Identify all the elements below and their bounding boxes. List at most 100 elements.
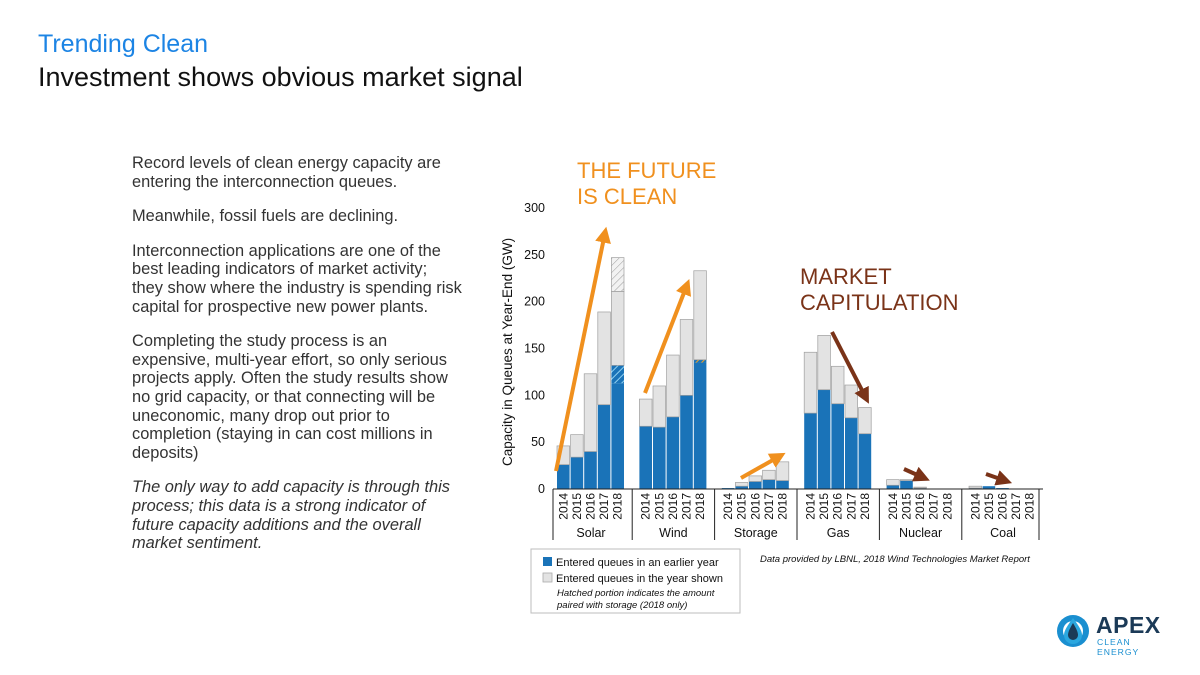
bar-gas-2018-earlier bbox=[858, 433, 872, 489]
bar-nuclear-2014-earlier bbox=[886, 485, 900, 489]
bar-solar-2016-earlier bbox=[584, 451, 597, 489]
y-axis-title: Capacity in Queues at Year-End (GW) bbox=[500, 238, 515, 466]
x-tick-label-coal-2016: 2016 bbox=[996, 493, 1010, 520]
group-label-gas: Gas bbox=[827, 526, 850, 540]
group-label-wind: Wind bbox=[659, 526, 688, 540]
bar-wind-2017-new bbox=[679, 319, 694, 396]
bar-wind-2018-earlier-storage bbox=[693, 359, 707, 363]
future-annotation-line1: THE FUTURE bbox=[577, 158, 716, 183]
paragraph-closing: The only way to add capacity is through … bbox=[132, 478, 450, 553]
storage-trend-arrow bbox=[740, 452, 786, 480]
bar-wind-2016-new bbox=[666, 354, 680, 418]
x-tick-label-solar-2017: 2017 bbox=[597, 493, 611, 520]
bar-wind-2018-earlier bbox=[693, 362, 707, 489]
x-tick-label-solar-2018: 2018 bbox=[611, 493, 625, 520]
x-tick-label-gas-2018: 2018 bbox=[858, 493, 872, 520]
y-tick-label-250: 250 bbox=[524, 248, 545, 262]
x-tick-label-solar-2016: 2016 bbox=[584, 493, 598, 520]
bar-storage-2016-earlier bbox=[749, 481, 762, 489]
logo-subtitle: CLEAN ENERGY bbox=[1097, 637, 1140, 657]
bar-solar-2018-earlier-storage bbox=[611, 365, 624, 384]
group-label-nuclear: Nuclear bbox=[899, 526, 942, 540]
x-tick-label-storage-2016: 2016 bbox=[748, 493, 762, 520]
paragraph-2: Meanwhile, fossil fuels are declining. bbox=[132, 207, 399, 226]
x-tick-label-wind-2018: 2018 bbox=[693, 493, 707, 520]
bar-solar-2018-earlier bbox=[611, 383, 624, 489]
x-tick-label-nuclear-2015: 2015 bbox=[900, 493, 914, 520]
bar-storage-2017-earlier bbox=[762, 479, 776, 489]
y-axis-ticks: 0 50 100 150 200 250 300 bbox=[524, 201, 545, 496]
bar-storage-2015-earlier bbox=[735, 486, 748, 489]
y-tick-label-150: 150 bbox=[524, 342, 545, 356]
bar-coal-2015-earlier bbox=[982, 486, 996, 489]
future-annotation: THE FUTURE IS CLEAN bbox=[577, 158, 716, 209]
y-tick-label-0: 0 bbox=[538, 482, 545, 496]
bar-nuclear-2016-new bbox=[913, 486, 927, 489]
bar-solar-2018-new bbox=[611, 291, 625, 366]
legend-label-new: Entered queues in the year shown bbox=[556, 573, 723, 585]
group-label-solar: Solar bbox=[576, 526, 605, 540]
bar-gas-2016-new bbox=[831, 365, 845, 405]
bar-gas-2016-earlier bbox=[831, 403, 844, 489]
bar-coal-2014-new bbox=[968, 485, 982, 489]
bar-gas-2014-earlier bbox=[804, 413, 817, 489]
x-tick-label-storage-2014: 2014 bbox=[721, 493, 735, 520]
bar-solar-2014-earlier bbox=[557, 464, 570, 489]
x-tick-label-solar-2015: 2015 bbox=[570, 493, 584, 520]
trend-arrows bbox=[554, 226, 1013, 486]
bar-solar-2017-new bbox=[597, 311, 611, 406]
y-tick-label-300: 300 bbox=[524, 201, 545, 215]
x-tick-label-gas-2016: 2016 bbox=[831, 493, 845, 520]
x-tick-label-coal-2015: 2015 bbox=[982, 493, 996, 520]
group-label-coal: Coal bbox=[990, 526, 1016, 540]
legend-box bbox=[530, 548, 741, 614]
x-tick-label-gas-2015: 2015 bbox=[817, 493, 831, 520]
y-axis-label: Capacity in Queues at Year-End (GW) bbox=[500, 238, 515, 466]
bar-storage-2018-earlier bbox=[776, 480, 789, 489]
paragraph-4: Completing the study process is an expen… bbox=[132, 332, 448, 462]
bar-storage-2017-new bbox=[762, 469, 776, 480]
wind-trend-arrow bbox=[643, 279, 691, 394]
bar-nuclear-2014-new bbox=[886, 479, 900, 486]
bar-wind-2015-earlier bbox=[653, 427, 666, 489]
market-annotation: MARKET CAPITULATION bbox=[800, 264, 959, 315]
group-label-storage: Storage bbox=[734, 526, 778, 540]
solar-trend-arrow bbox=[554, 226, 611, 472]
gas-trend-arrow bbox=[830, 331, 869, 404]
nuclear-trend-arrow bbox=[903, 466, 930, 482]
apex-drop-icon bbox=[1057, 615, 1089, 647]
x-tick-label-wind-2015: 2015 bbox=[652, 493, 666, 520]
slide-kicker: Trending Clean bbox=[38, 30, 209, 58]
x-tick-label-nuclear-2016: 2016 bbox=[913, 493, 927, 520]
bar-nuclear-2015-earlier bbox=[900, 480, 913, 489]
x-tick-label-nuclear-2017: 2017 bbox=[927, 493, 941, 520]
x-tick-label-nuclear-2018: 2018 bbox=[940, 493, 954, 520]
x-tick-label-storage-2017: 2017 bbox=[762, 493, 776, 520]
bar-solar-2017-earlier bbox=[597, 404, 611, 489]
y-tick-label-200: 200 bbox=[524, 295, 545, 309]
legend-label-earlier: Entered queues in an earlier year bbox=[556, 557, 719, 569]
x-tick-label-solar-2014: 2014 bbox=[556, 493, 570, 520]
slide-title: Investment shows obvious market signal bbox=[38, 62, 523, 92]
paragraph-3: Interconnection applications are one of … bbox=[132, 241, 462, 316]
bar-gas-2015-earlier bbox=[817, 389, 831, 489]
x-tick-label-coal-2014: 2014 bbox=[968, 493, 982, 520]
y-tick-label-100: 100 bbox=[524, 388, 545, 402]
x-tick-label-nuclear-2014: 2014 bbox=[886, 493, 900, 520]
bar-wind-2016-earlier bbox=[666, 416, 680, 489]
bar-gas-2017-new bbox=[844, 384, 858, 419]
x-tick-label-coal-2018: 2018 bbox=[1023, 493, 1037, 520]
apex-logo: APEX CLEAN ENERGY bbox=[1054, 610, 1174, 657]
bar-wind-2014-earlier bbox=[639, 426, 652, 489]
bar-wind-2017-earlier bbox=[680, 395, 693, 489]
bar-gas-2018-new bbox=[858, 407, 872, 435]
paragraph-1: Record levels of clean energy capacity a… bbox=[132, 154, 441, 191]
future-annotation-line2: IS CLEAN bbox=[577, 184, 677, 209]
logo-wordmark: APEX bbox=[1096, 612, 1161, 638]
bar-storage-2016-new bbox=[748, 475, 762, 482]
bar-gas-2014-new bbox=[803, 351, 818, 414]
bar-nuclear-2015-new bbox=[899, 479, 914, 481]
x-tick-label-coal-2017: 2017 bbox=[1009, 493, 1023, 520]
bar-solar-2018-new-storage bbox=[611, 257, 625, 292]
